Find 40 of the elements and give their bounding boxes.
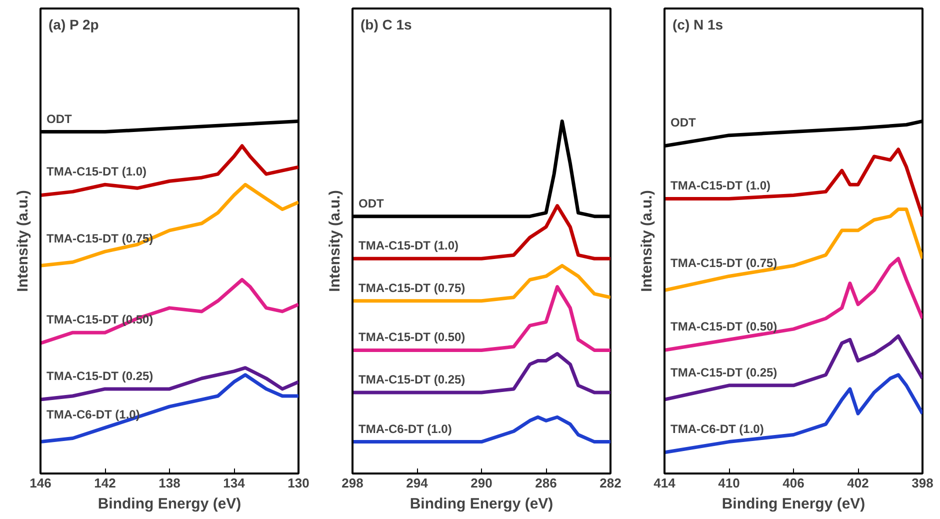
x-tick-label: 146 [30,476,52,490]
x-tick-label: 142 [94,476,116,490]
series-label: TMA-C15-DT (0.25) [46,368,154,383]
x-tick-label: 138 [158,476,180,490]
series-label: TMA-C6-DT (1.0) [670,422,764,436]
x-tick-label: 134 [223,476,246,490]
series-label: TMA-C6-DT (1.0) [358,422,452,436]
x-tick-label: 294 [406,476,429,490]
x-tick-label: 130 [288,476,310,490]
x-tick-label: 286 [535,476,557,490]
y-axis-title: Intensity (a.u.) [326,190,344,292]
x-tick-label: 406 [782,476,804,490]
y-axis-title: Intensity (a.u.) [638,190,656,292]
x-tick-label: 290 [470,476,492,490]
series-label: ODT [358,196,384,210]
chart-title: (a) P 2p [48,16,99,32]
x-tick-label: 410 [718,476,740,490]
series-label: ODT [46,112,72,126]
y-axis-title: Intensity (a.u.) [14,190,32,292]
series-label: TMA-C15-DT (0.25) [670,365,778,380]
x-tick-label: 414 [654,476,676,490]
x-tick-label: 402 [847,476,869,490]
x-tick-label: 298 [342,476,364,490]
series-label: ODT [670,115,696,130]
series-label: TMA-C15-DT (0.75) [358,280,466,295]
x-axis-title: Binding Energy (eV) [98,496,242,512]
x-tick-label: 398 [912,476,934,490]
series-label: TMA-C15-DT (0.75) [670,256,778,270]
x-tick-label: 282 [600,476,622,490]
x-axis-title: Binding Energy (eV) [410,496,554,512]
series-label: TMA-C15-DT (0.50) [670,320,778,334]
series-label: TMA-C15-DT (1.0) [670,178,771,193]
x-axis-title: Binding Energy (eV) [722,496,866,512]
series-label: TMA-C15-DT (1.0) [358,238,459,253]
chart-title: (b) C 1s [360,16,412,32]
series-label: TMA-C15-DT (0.50) [358,330,466,344]
series-label: TMA-C6-DT (1.0) [46,408,140,422]
series-label: TMA-C15-DT (1.0) [46,164,147,179]
series-label: TMA-C15-DT (0.25) [358,372,466,386]
chart-title: (c) N 1s [672,16,724,32]
